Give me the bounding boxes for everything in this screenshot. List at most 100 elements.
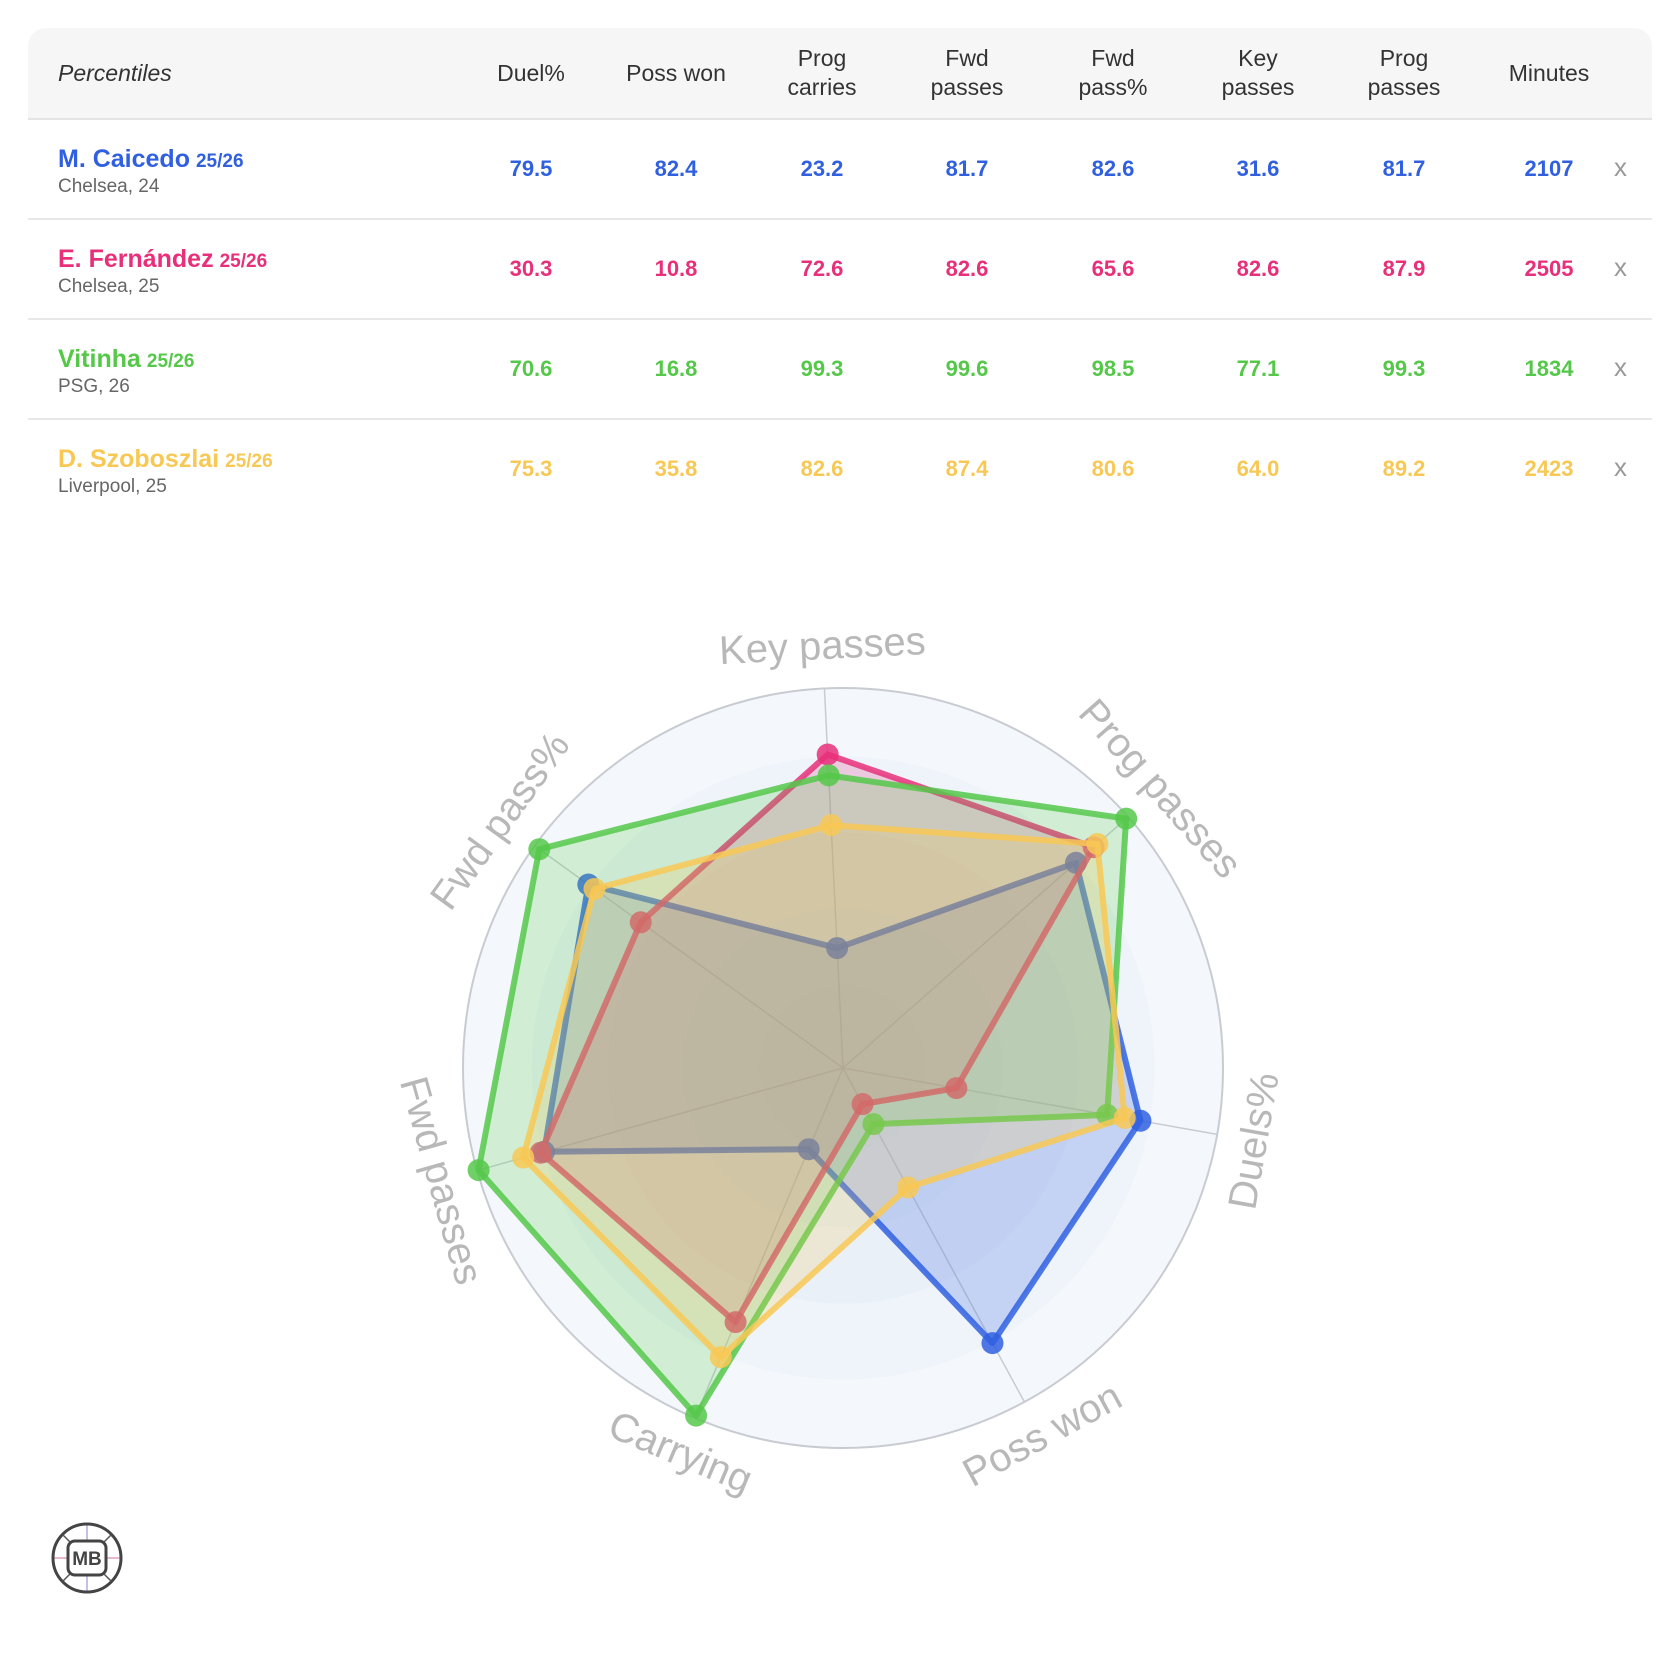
- season-label: 25/26: [146, 351, 195, 372]
- cell-prog-carries: 99.3: [800, 356, 844, 381]
- cell-duel-pct: 30.3: [509, 256, 553, 281]
- cell-fwd-pass-pct: 82.6: [1091, 156, 1135, 181]
- radar-data-point[interactable]: [896, 1176, 919, 1199]
- cell-fwd-passes: 81.7: [945, 156, 989, 181]
- cell-fwd-passes: 82.6: [945, 256, 989, 281]
- cell-minutes: 1834: [1524, 356, 1574, 381]
- player-name-text: Vitinha: [58, 345, 141, 373]
- cell-prog-passes: 87.9: [1382, 256, 1426, 281]
- cell-prog-carries: 82.6: [800, 456, 844, 481]
- radar-data-point[interactable]: [709, 1346, 732, 1369]
- radar-axis-label: Key passes: [718, 619, 927, 673]
- table-row: D. Szoboszlai 25/26 Liverpool, 25 75.3 35.8 8…: [28, 420, 1652, 518]
- header-poss-won[interactable]: Poss won: [611, 59, 741, 88]
- radar-data-point[interactable]: [797, 1138, 820, 1161]
- cell-key-passes: 77.1: [1236, 356, 1280, 381]
- player-name[interactable]: E. Fernández 25/26: [58, 244, 267, 277]
- cell-prog-passes: 99.3: [1382, 356, 1426, 381]
- header-label-line1: Minutes: [1508, 59, 1590, 86]
- cell-prog-carries: 72.6: [800, 256, 844, 281]
- table-header: Percentiles Duel% Poss won Prog carries Fwd p…: [28, 28, 1652, 120]
- radar-data-point[interactable]: [685, 1404, 708, 1427]
- cell-prog-passes: 81.7: [1382, 156, 1426, 181]
- remove-player-button[interactable]: x: [1614, 452, 1627, 482]
- header-percentiles: Percentiles: [58, 59, 172, 86]
- header-prog-passes[interactable]: Prog passes: [1339, 44, 1469, 102]
- radar-data-point[interactable]: [826, 937, 849, 960]
- cell-duel-pct: 75.3: [509, 456, 553, 481]
- header-label-line2: pass%: [1078, 74, 1148, 100]
- player-club-age: Chelsea, 24: [58, 176, 160, 197]
- cell-fwd-pass-pct: 80.6: [1091, 456, 1135, 481]
- table-row: Vitinha 25/26 PSG, 26 70.6 16.8 99.3 99.6 98.5 7…: [28, 320, 1652, 420]
- radar-data-point[interactable]: [528, 838, 551, 861]
- header-label-line1: Prog: [797, 45, 847, 71]
- remove-player-button[interactable]: x: [1614, 152, 1627, 182]
- header-minutes[interactable]: Minutes: [1484, 59, 1614, 88]
- radar-data-point[interactable]: [817, 764, 840, 787]
- player-name-text: D. Szoboszlai: [58, 445, 220, 473]
- season-label: 25/26: [195, 151, 244, 172]
- radar-axis-label: Duels%: [1220, 1069, 1287, 1212]
- cell-poss-won: 16.8: [654, 356, 698, 381]
- radar-data-point[interactable]: [1115, 807, 1138, 830]
- season-label: 25/26: [225, 451, 273, 472]
- header-duel-pct[interactable]: Duel%: [466, 59, 596, 88]
- cell-poss-won: 35.8: [654, 456, 698, 481]
- header-label-line2: passes: [930, 74, 1004, 100]
- radar-data-point[interactable]: [981, 1332, 1004, 1355]
- cell-poss-won: 10.8: [654, 256, 698, 281]
- radar-series: [512, 814, 1136, 1369]
- radar-data-point[interactable]: [816, 743, 839, 766]
- radar-data-point[interactable]: [862, 1113, 885, 1136]
- radar-series: [467, 764, 1138, 1427]
- radar-data-point[interactable]: [529, 1141, 552, 1164]
- cell-key-passes: 31.6: [1236, 156, 1280, 181]
- header-label-line2: passes: [1221, 74, 1295, 100]
- cell-key-passes: 82.6: [1236, 256, 1280, 281]
- player-name[interactable]: Vitinha 25/26: [58, 344, 194, 377]
- radar-data-point[interactable]: [820, 814, 843, 837]
- player-name-text: M. Caicedo: [58, 145, 190, 173]
- header-fwd-passes[interactable]: Fwd passes: [902, 44, 1032, 102]
- mb-logo: MB: [51, 1522, 123, 1594]
- cell-fwd-pass-pct: 98.5: [1091, 356, 1135, 381]
- remove-player-button[interactable]: x: [1614, 352, 1627, 382]
- radar-axis-line: [842, 1067, 1218, 1136]
- player-name-text: E. Fernández: [58, 245, 214, 273]
- player-club-age: Chelsea, 25: [58, 276, 160, 297]
- header-label-line1: Poss won: [626, 59, 726, 86]
- table-row: M. Caicedo 25/26 Chelsea, 24 79.5 82.4 23.2 81…: [28, 120, 1652, 220]
- header-label-line2: passes: [1367, 74, 1441, 100]
- cell-minutes: 2107: [1524, 156, 1574, 181]
- table-row: E. Fernández 25/26 Chelsea, 25 30.3 10.8 72.6…: [28, 220, 1652, 320]
- radar-data-point[interactable]: [467, 1159, 490, 1182]
- season-label: 25/26: [219, 251, 268, 272]
- radar-data-point[interactable]: [583, 877, 606, 900]
- header-fwd-pass-pct[interactable]: Fwd pass%: [1048, 44, 1178, 102]
- cell-poss-won: 82.4: [654, 156, 698, 181]
- header-key-passes[interactable]: Key passes: [1193, 44, 1323, 102]
- cell-duel-pct: 70.6: [509, 356, 553, 381]
- player-name[interactable]: M. Caicedo 25/26: [58, 144, 244, 177]
- radar-data-point[interactable]: [512, 1146, 535, 1169]
- cell-prog-carries: 23.2: [800, 156, 844, 181]
- cell-fwd-passes: 87.4: [945, 456, 989, 481]
- radar-data-point[interactable]: [851, 1093, 874, 1116]
- radar-outer-ring: [462, 687, 1224, 1449]
- radar-data-point[interactable]: [629, 911, 652, 934]
- radar-data-point[interactable]: [1113, 1106, 1136, 1129]
- cell-duel-pct: 79.5: [509, 156, 553, 181]
- player-name[interactable]: D. Szoboszlai 25/26: [58, 444, 273, 477]
- header-prog-carries[interactable]: Prog carries: [757, 44, 887, 102]
- cell-fwd-pass-pct: 65.6: [1091, 256, 1135, 281]
- radar-data-point[interactable]: [1086, 832, 1109, 855]
- svg-text:MB: MB: [72, 1549, 102, 1570]
- remove-player-button[interactable]: x: [1614, 252, 1627, 282]
- cell-fwd-passes: 99.6: [945, 356, 989, 381]
- radar-data-point[interactable]: [945, 1077, 968, 1100]
- header-label-line1: Fwd: [1091, 45, 1135, 71]
- radar-data-point[interactable]: [724, 1311, 747, 1334]
- cell-minutes: 2423: [1524, 456, 1574, 481]
